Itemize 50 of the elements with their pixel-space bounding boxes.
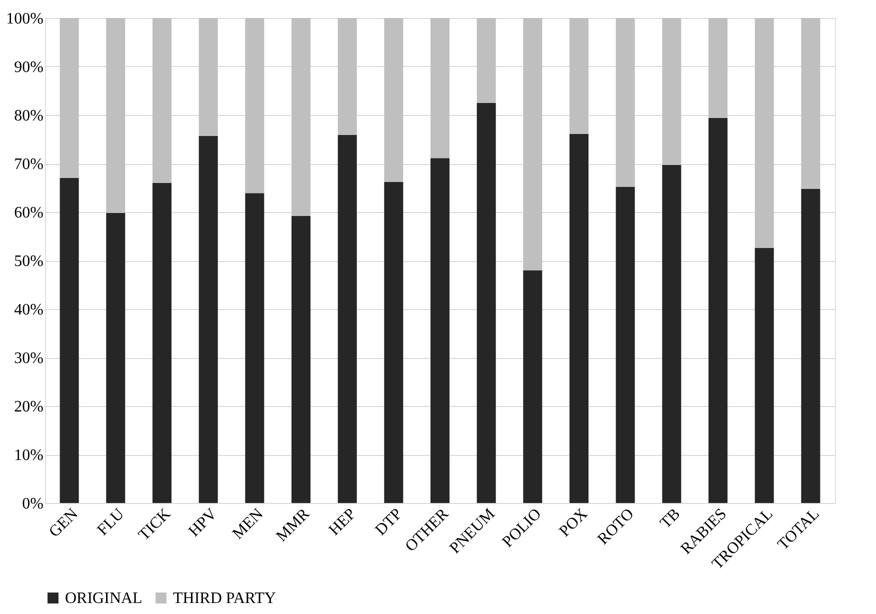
bar (523, 18, 542, 270)
y-tick-label: 80% (14, 108, 44, 124)
bar (801, 188, 820, 503)
bar (338, 134, 357, 503)
y-tick-label: 30% (14, 350, 44, 367)
bar (430, 158, 450, 503)
bar (662, 18, 682, 165)
y-tick-label: 70% (14, 156, 44, 173)
bar (754, 18, 774, 248)
bar (106, 212, 126, 503)
legend-label: ORIGINAL (65, 590, 142, 607)
y-tick-label: 0% (22, 496, 44, 512)
legend-label: THIRD PARTY (173, 590, 276, 607)
bar (245, 193, 264, 503)
y-tick-label: 20% (14, 398, 44, 416)
bar (291, 18, 310, 216)
bar (106, 18, 126, 213)
bar (801, 18, 820, 189)
bar (662, 164, 682, 503)
y-tick-label: 100% (6, 10, 44, 28)
x-tick-label: DTP (372, 505, 406, 539)
bar (523, 270, 542, 503)
bar (60, 18, 79, 178)
bar (616, 186, 635, 503)
bar (570, 18, 589, 134)
bar (616, 18, 635, 187)
bar (754, 248, 774, 503)
x-tick-label: HEP (326, 505, 360, 539)
y-tick-label: 50% (14, 253, 44, 270)
bar (152, 18, 172, 183)
bar (291, 216, 310, 503)
bar (198, 136, 218, 503)
bar (384, 18, 404, 182)
bar (338, 18, 357, 135)
y-tick-label: 90% (14, 59, 44, 76)
bar (476, 102, 496, 503)
y-tick-label: 40% (14, 302, 44, 318)
y-tick-label: 10% (14, 447, 44, 464)
bar (384, 182, 404, 503)
bar (198, 18, 218, 136)
bar (245, 18, 264, 194)
bar (476, 18, 496, 103)
bar (60, 178, 79, 503)
bar (570, 134, 589, 503)
bar (708, 118, 728, 503)
x-tick-label: TB (657, 506, 684, 532)
bar (430, 18, 450, 158)
y-tick-label: 60% (14, 204, 44, 222)
bar (152, 182, 172, 503)
bar (708, 18, 728, 118)
